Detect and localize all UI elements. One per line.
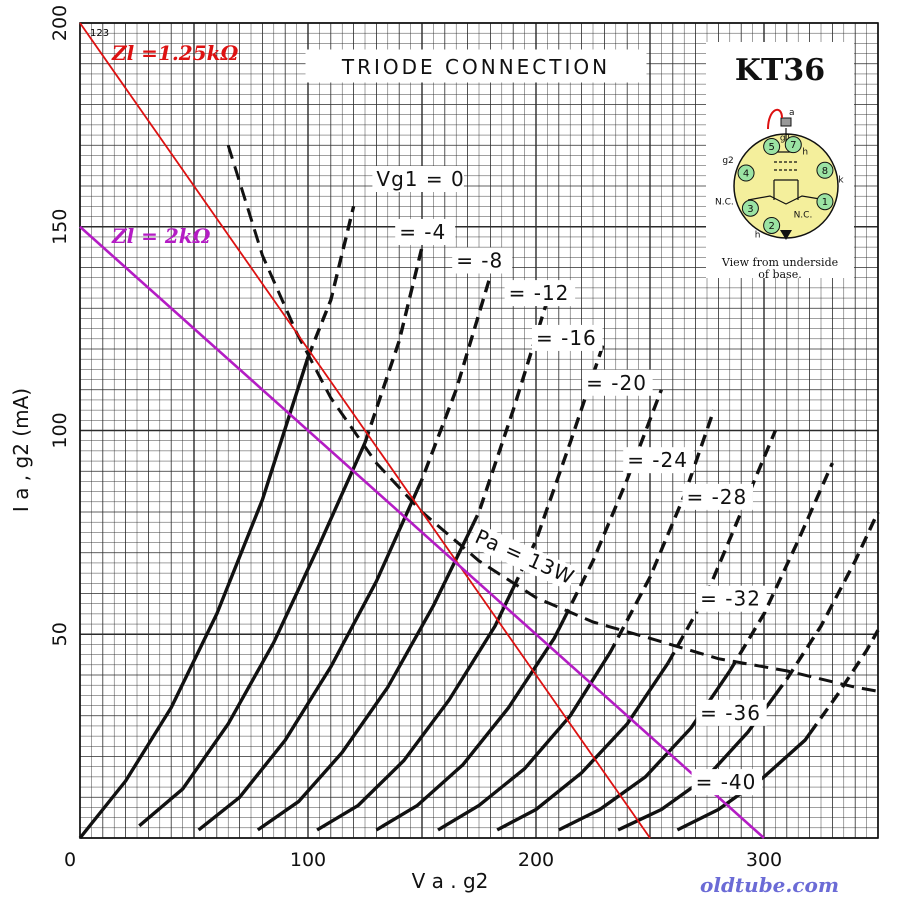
plate-curve-solid	[496, 661, 670, 832]
pin-circle	[763, 138, 781, 156]
y-tick-label: 50	[49, 622, 71, 646]
plate-curve-dashed	[607, 409, 716, 656]
curve-label-box	[682, 483, 753, 510]
curve-label: = -12	[509, 281, 570, 305]
pin-number: 4	[743, 169, 749, 180]
inset-caption-1: View from underside	[721, 256, 838, 269]
curve-label: = -20	[586, 371, 647, 395]
plate-curve-dashed	[306, 205, 356, 358]
plate-curve-dashed	[728, 462, 834, 672]
plate-curve-solid	[256, 525, 474, 832]
x-tick-label: 200	[518, 849, 554, 871]
curve-label-box	[372, 166, 464, 192]
dissipation-label-group: Pa = 13W	[467, 523, 579, 591]
curve-labels: Vg1 = 0 = -4 = -8= -12 = -16 = -20 = -24 = -28…	[372, 166, 767, 796]
plate-curve-dashed	[666, 429, 777, 664]
curve-label: = -36	[700, 701, 761, 725]
load-line-1-label: Zl =1.25kΩ	[111, 41, 238, 65]
anode-cap-label: a	[789, 108, 795, 118]
pin-number: 2	[768, 221, 774, 232]
x-axis-label: V a . g2	[412, 869, 489, 893]
load-line-2	[79, 225, 765, 839]
chart-title-text: TRIODE CONNECTION	[341, 55, 610, 79]
pin-label: N.C.	[715, 197, 734, 207]
dissipation-curve	[226, 144, 879, 693]
curve-label-box	[696, 585, 767, 612]
plate-curve-solid	[437, 653, 611, 832]
tube-type-title: KT36	[735, 53, 825, 88]
curve-label-box	[452, 247, 513, 274]
chart-title: TRIODE CONNECTION	[305, 49, 647, 83]
electrode-symbol	[747, 128, 827, 205]
plate-curve-solid	[375, 619, 565, 832]
plate-curve-solid	[78, 356, 310, 840]
pin-label: g2	[722, 156, 733, 166]
inset-caption-2: of base.	[758, 268, 801, 281]
curve-label: Vg1 = 0	[376, 167, 464, 191]
y-tick-label: 150	[49, 209, 71, 245]
watermark: oldtube.com	[700, 873, 839, 897]
x-tick-label: 300	[746, 849, 782, 871]
base-circle	[733, 133, 839, 239]
y-tick-label: 100	[49, 412, 71, 448]
pin-number: 1	[822, 197, 828, 208]
anode-cap	[780, 117, 792, 127]
corner-note: 123	[90, 28, 109, 39]
load-line-2-label: Zl = 2kΩ	[111, 224, 211, 248]
curve-label: = -32	[700, 587, 761, 611]
plate-curve-solid	[138, 442, 367, 828]
pin-circle	[784, 136, 802, 154]
curve-label: = -16	[536, 326, 597, 350]
pin-circle	[763, 216, 781, 234]
pin-circle	[816, 161, 834, 179]
curve-label: = -8	[456, 249, 503, 273]
pin-number: 3	[747, 204, 753, 215]
curve-label-box	[532, 324, 603, 351]
pin-label: h	[802, 148, 808, 158]
pin-number: 8	[822, 166, 828, 177]
pin-circle	[816, 193, 834, 211]
pin-circle	[737, 164, 755, 182]
y-tick-label: 200	[49, 5, 71, 41]
curve-label: = -24	[627, 448, 688, 472]
pin-label: h	[755, 230, 761, 240]
plate-curve-dashed	[808, 629, 880, 735]
plate-curve-solid	[316, 587, 515, 832]
plate-curve-dashed	[470, 299, 550, 527]
curve-label-box	[691, 769, 763, 796]
axes: 0 100 200 300 50 100 150 200	[49, 5, 879, 871]
plate-curve-solid	[676, 732, 811, 832]
curve-label: = -4	[399, 220, 446, 244]
dissipation-label: Pa = 13W	[472, 524, 579, 589]
pin-label: N.C.	[794, 211, 813, 221]
x-tick-label: 100	[290, 849, 326, 871]
x-tick-label: 0	[64, 849, 76, 871]
pin-label: g1	[780, 134, 791, 144]
dissipation-line	[226, 144, 879, 693]
curve-label-box	[582, 369, 653, 396]
pin-number: 5	[768, 142, 774, 153]
plate-curve-solid	[197, 488, 419, 832]
pin-circle	[741, 199, 759, 217]
curve-label: = -40	[696, 770, 757, 794]
plate-curve-dashed	[415, 275, 493, 491]
curve-label-box	[696, 699, 767, 726]
strap-wire	[767, 108, 783, 130]
curve-label-box	[623, 447, 694, 474]
curve-label-box	[504, 280, 576, 307]
pin-label: k	[838, 175, 844, 185]
plate-curve-dashed	[774, 511, 880, 696]
curve-label-box	[395, 218, 456, 245]
plate-curve-dashed	[363, 246, 424, 444]
curve-label: = -28	[686, 485, 747, 509]
base-key	[780, 230, 792, 240]
load-lines	[79, 22, 765, 839]
load-line-1	[79, 22, 651, 839]
pin-number: 7	[790, 140, 796, 151]
y-axis-label: I a , g2 (mA)	[9, 388, 33, 512]
plot-frame	[79, 22, 879, 839]
